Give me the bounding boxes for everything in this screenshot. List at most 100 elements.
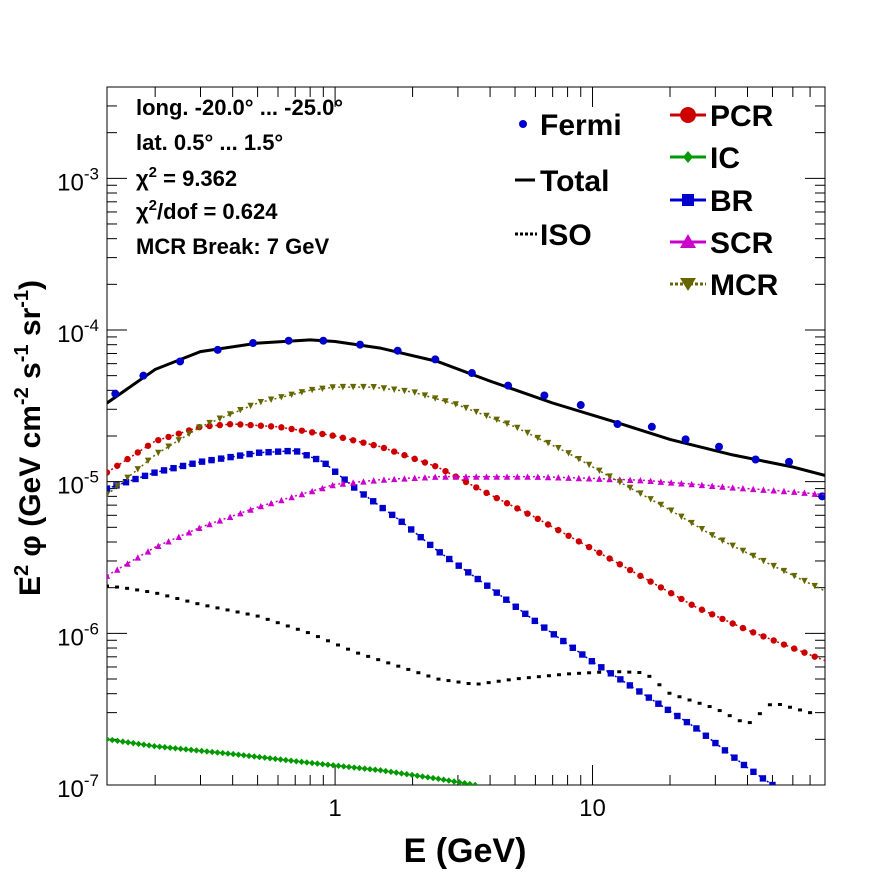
series-marker-pcr <box>339 434 347 442</box>
series-dot-iso <box>767 703 772 707</box>
series-dot-iso <box>667 691 672 695</box>
legend-fermi-marker <box>519 120 527 128</box>
series-dot-iso <box>315 635 320 639</box>
data-point-fermi <box>715 442 724 451</box>
series-marker-ic <box>335 762 342 770</box>
series-marker-ic <box>340 763 347 770</box>
series-marker-ic <box>345 763 353 771</box>
series-marker-scr <box>811 490 818 497</box>
series-dot-iso <box>737 719 742 723</box>
series-marker-pcr <box>698 606 706 613</box>
series-dot-iso <box>205 604 210 608</box>
series-marker-pcr <box>555 526 562 534</box>
series-dot-iso <box>717 709 722 713</box>
series-marker-scr <box>688 480 695 488</box>
series-marker-ic <box>261 754 268 761</box>
series-dot-iso <box>436 677 441 681</box>
series-marker-ic <box>187 746 195 754</box>
series-dot-iso <box>757 712 762 716</box>
series-marker-scr <box>257 502 265 510</box>
legend-entry-scr: SCR <box>670 227 774 260</box>
data-point-fermi <box>249 339 258 348</box>
series-marker-pcr <box>411 455 418 463</box>
series-dot-iso <box>125 586 130 590</box>
series-marker-mcr <box>339 383 347 391</box>
series-marker-pcr <box>616 561 624 568</box>
series-dot-iso <box>426 674 431 678</box>
series-marker-mcr <box>493 416 500 424</box>
series-marker-mcr <box>298 389 306 396</box>
series-line-br <box>107 449 773 785</box>
data-point-fermi <box>576 401 585 410</box>
series-marker-mcr <box>308 386 316 394</box>
series-marker-pcr <box>780 641 788 648</box>
series-dot-iso <box>506 678 511 682</box>
series-br <box>107 447 776 785</box>
series-marker-scr <box>432 473 439 480</box>
series-dot-iso <box>396 664 401 668</box>
series-marker-ic <box>151 742 158 750</box>
data-point-fermi <box>647 422 656 431</box>
y-tick-labels: 10-7 10-6 10-5 10-4 10-3 <box>57 164 99 803</box>
series-marker-mcr <box>226 411 234 418</box>
series-marker-br <box>569 644 577 651</box>
series-marker-scr <box>298 490 306 498</box>
series-dot-iso <box>135 588 140 592</box>
series-marker-br <box>636 688 643 695</box>
series-marker-scr <box>657 478 665 485</box>
series-dot-iso <box>346 647 351 651</box>
series-marker-br <box>626 682 634 689</box>
series-marker-br <box>379 504 386 512</box>
series-marker-pcr <box>319 430 326 438</box>
data-point-fermi <box>111 389 120 398</box>
series-marker-br <box>702 732 710 739</box>
series-marker-br <box>236 452 244 459</box>
series-dot-iso <box>727 714 732 718</box>
legend-scr-label: SCR <box>710 227 774 260</box>
series-marker-ic <box>156 743 163 750</box>
legend-pcr-label: PCR <box>710 100 774 133</box>
series-scr <box>107 473 825 579</box>
data-point-fermi <box>356 340 365 349</box>
series-marker-ic <box>435 775 442 783</box>
legend-entry-pcr: PCR <box>670 100 774 133</box>
series-marker-mcr <box>432 395 439 402</box>
series-dot-iso <box>265 617 270 621</box>
axis-ticks <box>107 86 826 786</box>
series-marker-ic <box>414 772 421 779</box>
series-dot-iso <box>647 674 652 678</box>
data-point-fermi <box>139 371 148 380</box>
series-marker-pcr <box>514 505 521 512</box>
series-marker-ic <box>329 762 337 769</box>
legend-entry-total: Total <box>515 165 609 198</box>
series-marker-br <box>560 637 567 645</box>
legend-entry-iso: ISO <box>515 219 592 252</box>
legend-entry-ic: IC <box>670 142 740 175</box>
series-marker-scr <box>647 477 654 484</box>
series-marker-ic <box>177 745 184 753</box>
series-marker-ic <box>408 771 416 779</box>
series-marker-br <box>588 658 596 665</box>
series-marker-br <box>350 484 358 491</box>
series-marker-br <box>598 664 605 671</box>
series-marker-ic <box>366 765 374 773</box>
series-marker-ic <box>429 774 437 782</box>
series-marker-ic <box>277 756 284 763</box>
annotation-mcr-break: MCR Break: 7 GeV <box>136 234 330 259</box>
series-dot-iso <box>657 683 662 687</box>
series-dot-iso <box>155 591 160 595</box>
series-marker-ic <box>471 781 479 785</box>
series-marker-mcr <box>185 430 193 438</box>
series-marker-scr <box>698 481 706 489</box>
series-marker-br <box>189 460 196 467</box>
data-point-fermi <box>613 419 622 428</box>
series-marker-br <box>721 747 729 754</box>
series-marker-scr <box>667 479 675 486</box>
series-marker-br <box>503 596 510 603</box>
y-axis-label: E2 φ (GeV cm-2 s-1 sr-1) <box>11 280 47 596</box>
series-dot-iso <box>195 602 200 606</box>
series-dot-iso <box>637 670 642 674</box>
series-marker-ic <box>166 744 174 751</box>
series-marker-ic <box>161 744 169 751</box>
